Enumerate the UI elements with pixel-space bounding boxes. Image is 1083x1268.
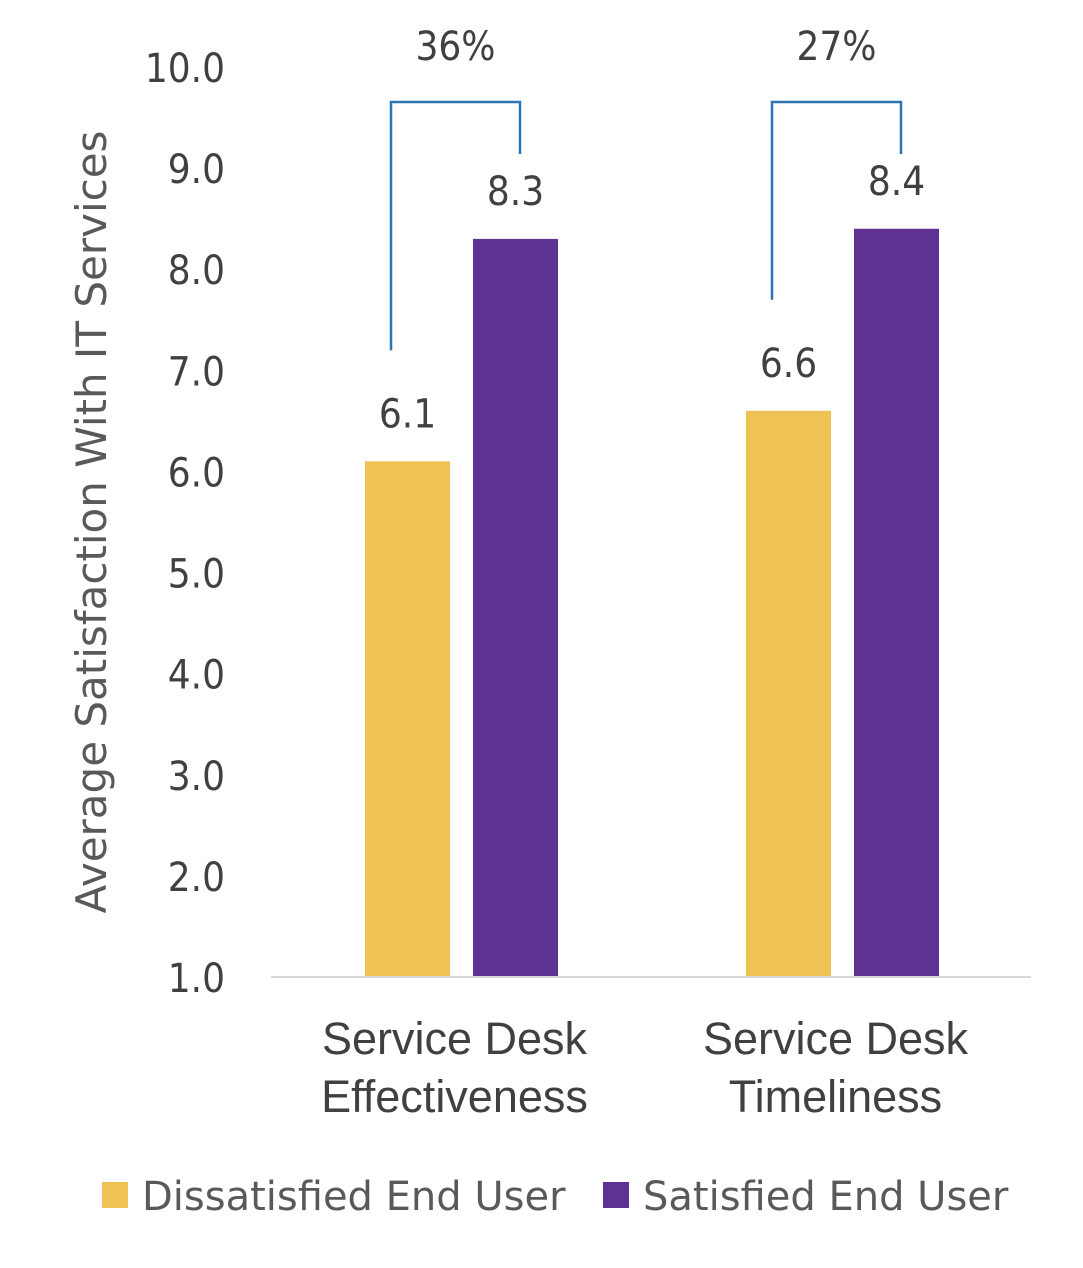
bar-satisfied xyxy=(473,238,558,977)
y-tick-label: 7.0 xyxy=(168,349,225,395)
y-tick-label: 1.0 xyxy=(168,956,225,1002)
bar-dissatisfied xyxy=(365,461,450,977)
y-tick-label: 5.0 xyxy=(168,552,225,598)
y-tick-label: 2.0 xyxy=(168,855,225,901)
data-label: 6.6 xyxy=(760,341,817,387)
x-category-label: Service Desk xyxy=(703,1013,969,1064)
legend-swatch xyxy=(603,1182,629,1208)
y-tick-label: 10.0 xyxy=(145,46,225,92)
x-category-label: Timeliness xyxy=(729,1071,942,1122)
y-tick-label: 4.0 xyxy=(168,653,225,699)
data-label: 8.4 xyxy=(868,159,925,205)
data-label: 8.3 xyxy=(487,169,544,215)
difference-label: 36% xyxy=(416,24,496,70)
data-label: 6.1 xyxy=(379,391,436,437)
y-tick-label: 3.0 xyxy=(168,754,225,800)
difference-bracket xyxy=(770,100,903,300)
y-tick-label: 6.0 xyxy=(168,450,225,496)
x-category-label: Service Desk xyxy=(322,1013,588,1064)
x-category-label: Effectiveness xyxy=(321,1071,588,1122)
legend-label: Satisfied End User xyxy=(643,1174,1009,1220)
bar-satisfied xyxy=(854,228,939,977)
difference-label: 27% xyxy=(797,24,877,70)
y-tick-label: 9.0 xyxy=(168,147,225,193)
legend-swatch xyxy=(102,1182,128,1208)
y-axis-title: Average Satisfaction With IT Services xyxy=(67,131,116,914)
legend-label: Dissatisfied End User xyxy=(142,1174,566,1220)
bar-dissatisfied xyxy=(746,410,831,977)
y-tick-label: 8.0 xyxy=(168,248,225,294)
difference-bracket xyxy=(389,100,522,351)
